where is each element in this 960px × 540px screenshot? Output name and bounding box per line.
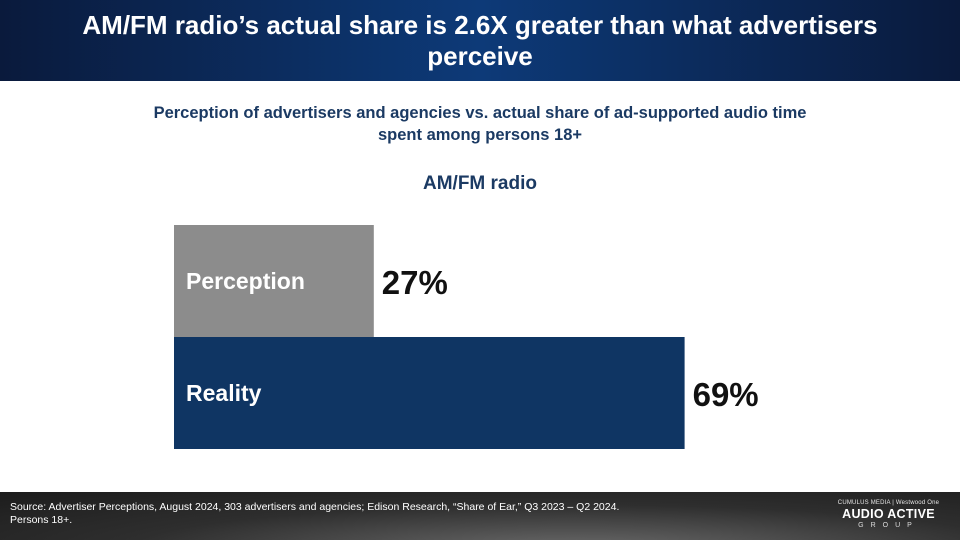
value-label-perception: 27%	[382, 264, 448, 301]
value-label-reality: 69%	[693, 376, 759, 413]
page-title: AM/FM radio’s actual share is 2.6X great…	[82, 9, 878, 71]
audio-active-group-logo: CUMULUS MEDIA | Westwood One AUDIO ACTIV…	[831, 499, 946, 530]
bar-perception	[174, 225, 374, 337]
category-label-reality: Reality	[186, 380, 262, 406]
source-note: Source: Advertiser Perceptions, August 2…	[10, 501, 620, 526]
chart-subtitle: Perception of advertisers and agencies v…	[153, 104, 807, 144]
footer-bar: Source: Advertiser Perceptions, August 2…	[0, 492, 960, 540]
bar-reality	[174, 337, 685, 449]
logo-main-text: AUDIO ACTIVE	[842, 507, 935, 521]
logo-sub-text: GROUP	[858, 522, 919, 529]
title-banner: AM/FM radio’s actual share is 2.6X great…	[0, 0, 960, 81]
logo-top-text: CUMULUS MEDIA | Westwood One	[837, 500, 940, 506]
chart-title: AM/FM radio	[423, 173, 537, 194]
category-label-perception: Perception	[186, 268, 305, 294]
